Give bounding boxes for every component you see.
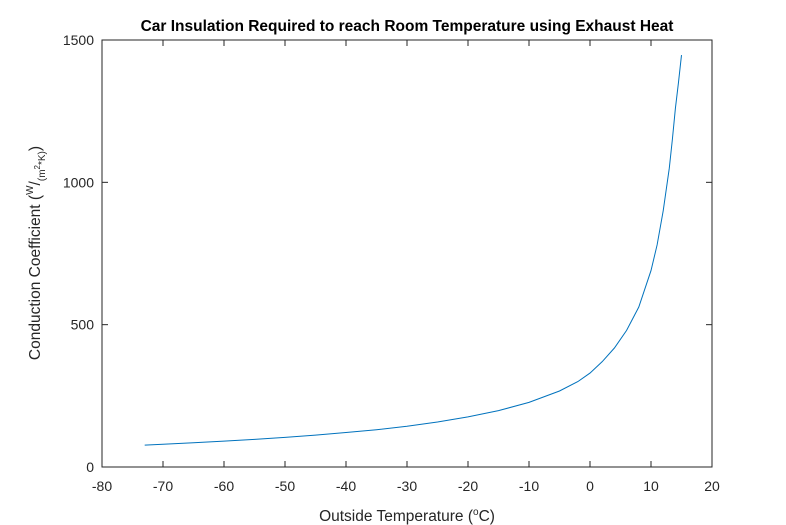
- y-tick-label: 0: [86, 459, 94, 475]
- y-axis-label-text: Conduction Coefficient (: [27, 194, 44, 360]
- y-axis-label-denominator: (m: [37, 169, 48, 181]
- y-axis-label-slash: /: [27, 180, 44, 185]
- y-tick-label: 1000: [63, 174, 94, 190]
- x-axis-label-text: Outside Temperature (: [319, 508, 474, 525]
- y-axis-label-denominator-suffix: *K): [37, 151, 48, 165]
- chart-title: Car Insulation Required to reach Room Te…: [141, 18, 674, 35]
- y-tick-labels: 0 500 1000 1500: [63, 32, 94, 475]
- x-axis-label: Outside Temperature (oC): [319, 507, 495, 525]
- x-tick-label: -40: [336, 478, 356, 494]
- line-layer: [144, 55, 682, 446]
- x-tick-label: -50: [275, 478, 295, 494]
- axes-background: [102, 40, 712, 467]
- y-tick-label: 500: [71, 317, 95, 333]
- plot-area: -80 -70 -60 -50 -40 -30 -20 -10 0 10 20 0 500 1000 15…: [63, 32, 720, 494]
- y-axis-label-numerator: W: [25, 185, 36, 195]
- y-axis-label: Conduction Coefficient (W/(m2*K)): [25, 146, 48, 360]
- x-axis-label-degree: o: [473, 507, 479, 518]
- y-tick-marks: [102, 39, 712, 468]
- x-tick-marks: [101, 40, 713, 467]
- x-tick-label: -60: [214, 478, 234, 494]
- series-line-0: [144, 55, 682, 446]
- y-axis-label-denominator-sup: 2: [33, 164, 42, 169]
- y-axis-label-suffix: ): [27, 146, 44, 151]
- x-tick-label: -30: [397, 478, 417, 494]
- x-tick-label: 0: [586, 478, 594, 494]
- x-tick-label: -10: [519, 478, 539, 494]
- x-tick-labels: -80 -70 -60 -50 -40 -30 -20 -10 0 10 20: [92, 478, 720, 494]
- x-tick-label: -20: [458, 478, 478, 494]
- x-tick-label: 20: [704, 478, 720, 494]
- x-tick-label: 10: [643, 478, 659, 494]
- x-tick-label: -70: [153, 478, 173, 494]
- y-tick-label: 1500: [63, 32, 94, 48]
- x-tick-label: -80: [92, 478, 112, 494]
- x-axis-label-suffix: C): [479, 508, 495, 525]
